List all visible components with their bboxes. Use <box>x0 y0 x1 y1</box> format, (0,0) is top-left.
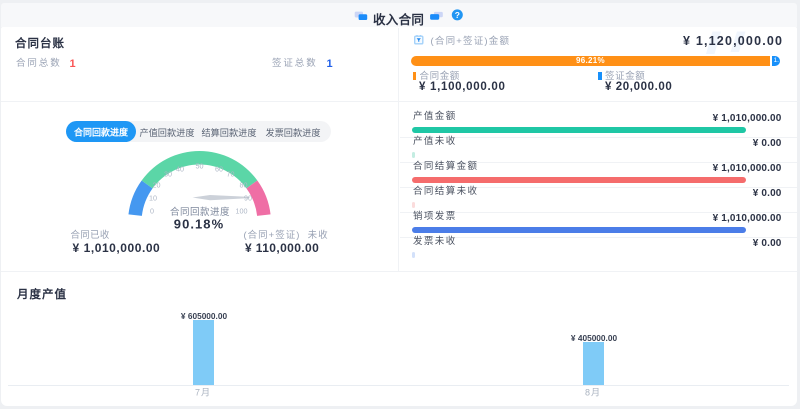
svg-text:?: ? <box>455 10 460 20</box>
